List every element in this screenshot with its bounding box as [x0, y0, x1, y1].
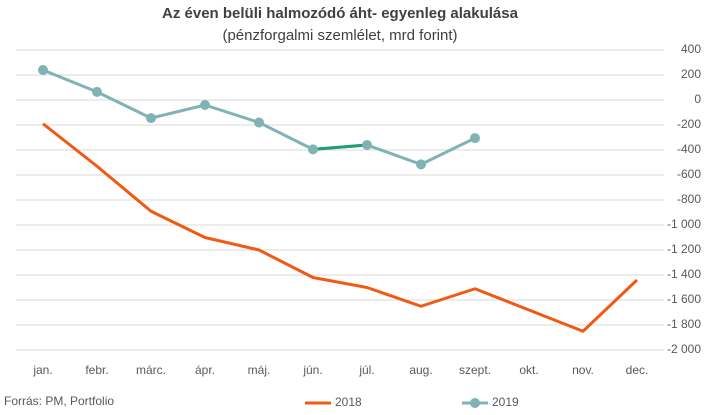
legend-label: 2019 — [492, 395, 519, 409]
x-tick-label: aug. — [409, 363, 432, 377]
x-tick-label: okt. — [519, 363, 538, 377]
y-tick-label: -1 400 — [667, 267, 701, 281]
y-tick-label: -1 200 — [667, 242, 701, 256]
x-tick-label: jún. — [302, 363, 322, 377]
source: Forrás: PM, Portfolio — [4, 394, 114, 408]
x-tick-label: dec. — [626, 363, 649, 377]
y-tick-label: 200 — [681, 67, 701, 81]
y-tick-label: -200 — [677, 117, 701, 131]
x-tick-label: febr. — [85, 363, 108, 377]
x-tick-label: júl. — [358, 363, 374, 377]
highlight-segment — [312, 143, 368, 151]
x-tick-label: szept. — [459, 363, 491, 377]
y-tick-label: -400 — [677, 142, 701, 156]
marker — [254, 117, 264, 128]
y-tick-label: 400 — [681, 42, 701, 56]
y-tick-label: -1 600 — [667, 292, 701, 306]
y-tick-label: -1 800 — [667, 317, 701, 331]
x-tick-label: máj. — [248, 363, 271, 377]
y-tick-label: -1 000 — [667, 217, 701, 231]
series-line — [42, 122, 639, 333]
marker — [308, 144, 318, 155]
marker — [470, 133, 480, 144]
x-tick-label: jan. — [32, 363, 52, 377]
marker — [92, 86, 102, 97]
marker — [362, 140, 372, 150]
y-tick-label: -800 — [677, 192, 701, 206]
y-tick-label: -600 — [677, 167, 701, 181]
y-tick-label: 0 — [694, 92, 701, 106]
chart-subtitle: (pénzforgalmi szemlélet, mrd forint) — [222, 27, 457, 44]
x-tick-label: ápr. — [195, 363, 215, 377]
marker — [200, 100, 210, 110]
y-tick-label: -2 000 — [667, 342, 701, 356]
x-tick-label: nov. — [572, 363, 594, 377]
x-tick-label: márc. — [136, 363, 166, 377]
marker — [416, 159, 426, 170]
marker — [38, 65, 48, 75]
legend-label: 2018 — [335, 395, 362, 409]
legend-marker — [470, 398, 480, 408]
marker — [146, 113, 156, 124]
chart-title: Az éven belüli halmozódó áht- egyenleg a… — [162, 5, 519, 22]
